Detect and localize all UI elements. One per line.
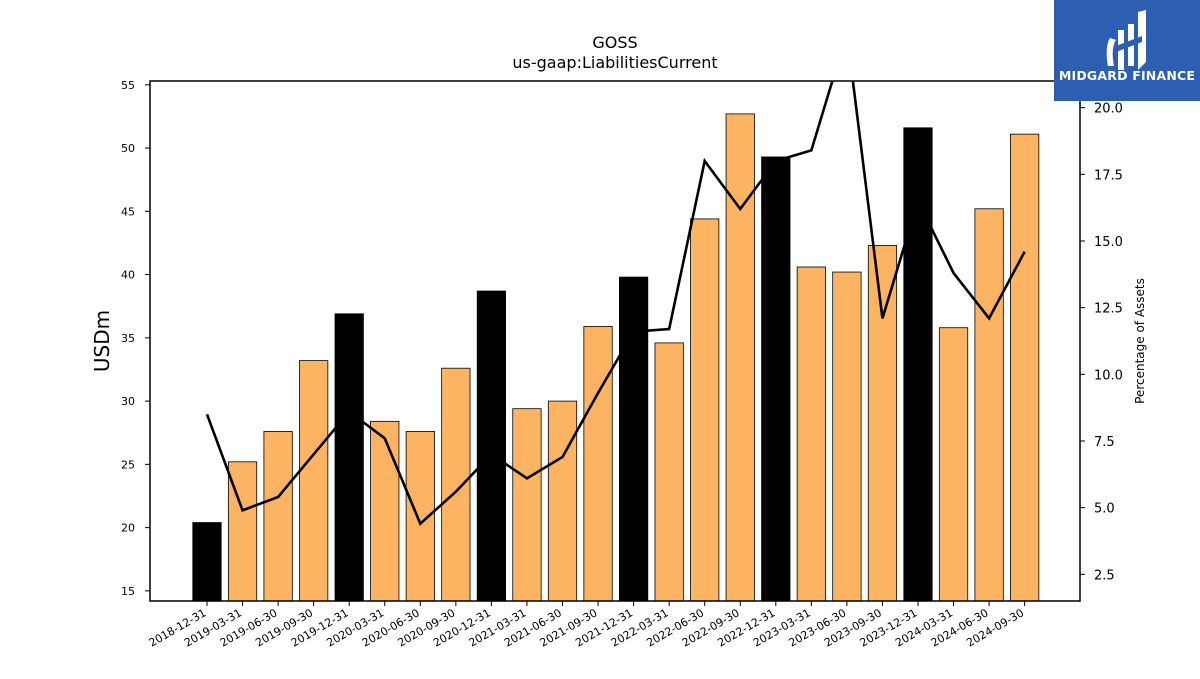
y2-tick-label: 5.0 (1094, 502, 1115, 517)
bar-series (192, 113, 1040, 602)
y-tick-label: 15 (121, 585, 135, 598)
y-tick-label: 45 (121, 205, 135, 218)
bar-quarter (1010, 133, 1040, 602)
y-tick-label: 55 (121, 79, 135, 92)
y-tick-label: 20 (121, 522, 135, 535)
bar-quarter (370, 420, 400, 602)
logo-text: MIDGARD FINANCE (1058, 68, 1196, 83)
y-tick-label: 30 (121, 395, 135, 408)
y2-tick-label: 12.5 (1094, 302, 1123, 317)
percentage-line (205, 81, 1026, 526)
midgard-finance-logo: MIDGARD FINANCE (1054, 0, 1200, 101)
y-tick-label: 40 (121, 269, 135, 282)
y2-tick-label: 15.0 (1094, 235, 1123, 250)
bar-year-end (761, 156, 791, 602)
y2-tick-label: 10.0 (1094, 368, 1123, 383)
chart-title: GOSS (592, 33, 637, 52)
y2-tick-label: 20.0 (1094, 102, 1123, 117)
bar-quarter (690, 218, 720, 602)
bar-year-end (334, 313, 364, 602)
plot-frame (149, 80, 1081, 602)
bar-quarter (974, 208, 1004, 602)
bar-quarter (654, 342, 684, 602)
bar-quarter (583, 326, 613, 602)
bar-quarter (832, 271, 862, 602)
bar-year-end (903, 127, 933, 602)
y-tick-label: 50 (121, 142, 135, 155)
y-axis-label: USDm (90, 310, 114, 372)
y2-tick-label: 7.5 (1094, 435, 1115, 450)
line-series (205, 81, 1026, 526)
bar-quarter (796, 266, 826, 602)
bar-quarter (299, 360, 329, 602)
bar-quarter (441, 367, 471, 602)
bar-quarter (725, 113, 755, 602)
bar-year-end (192, 522, 222, 602)
chart-subtitle: us-gaap:LiabilitiesCurrent (512, 53, 717, 72)
y-tick-label: 25 (121, 458, 135, 471)
y-tick-label: 35 (121, 332, 135, 345)
bar-quarter (938, 327, 969, 602)
bar-year-end (476, 290, 507, 602)
y2-axis-label: Percentage of Assets (1133, 278, 1147, 404)
logo-mark-icon (1106, 10, 1146, 70)
y2-tick-label: 17.5 (1094, 168, 1123, 183)
bar-quarter (263, 431, 293, 602)
y2-tick-label: 2.5 (1094, 568, 1115, 583)
bar-quarter (512, 408, 542, 602)
bar-quarter (547, 400, 578, 602)
bar-year-end (619, 276, 649, 602)
bar-quarter (867, 245, 898, 602)
